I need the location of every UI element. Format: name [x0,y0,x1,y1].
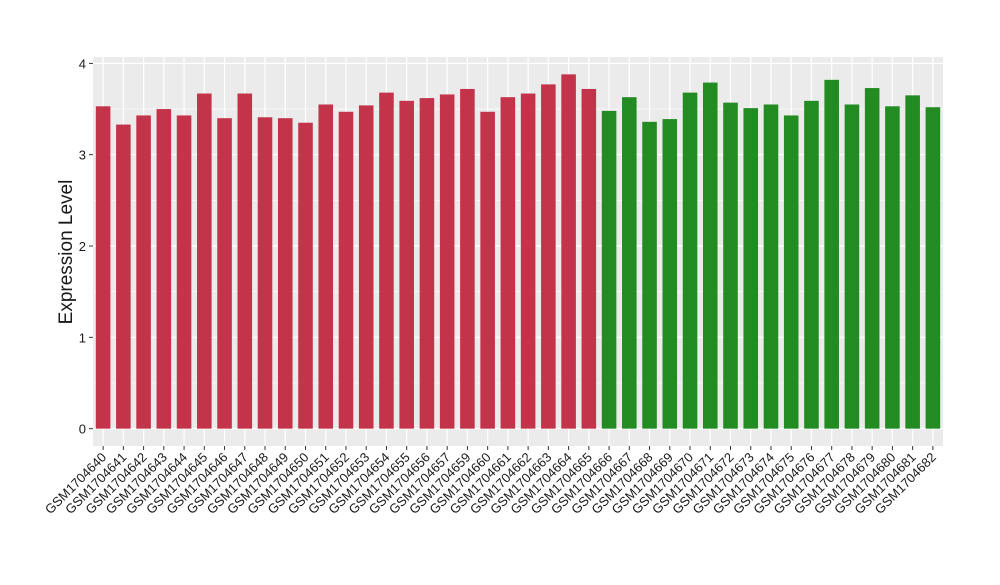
bar [500,97,516,429]
bar [439,94,455,429]
bar [136,115,151,429]
bar [460,88,475,429]
bar [257,117,273,429]
bar [197,93,212,429]
bar [318,104,334,429]
y-tick-label: 0 [79,422,86,437]
y-axis-title: Expression Level [56,180,77,325]
bar [723,102,738,429]
bar [783,115,799,429]
bar [885,106,900,429]
bar [419,98,435,429]
plot-panel [93,57,943,446]
bar [95,106,111,429]
bar [682,92,698,429]
bar [844,104,860,429]
bar [824,79,839,429]
bar [116,124,131,429]
bar [298,122,313,429]
y-tick-label: 1 [79,330,86,345]
bar [581,88,597,429]
bar [561,74,576,429]
bar [176,115,192,429]
bar [743,108,759,429]
bar [541,84,556,429]
y-tick-label: 4 [79,56,86,71]
bar [237,93,253,429]
bar [905,95,920,429]
y-tick-label: 2 [79,239,86,254]
bar [399,100,414,429]
bar [379,92,394,429]
bar [480,111,495,429]
bar [702,82,718,429]
bar [277,118,293,429]
bar [864,88,880,429]
bar [520,93,536,429]
bar [804,100,819,429]
bar [642,121,657,429]
bar [622,97,637,429]
bar [358,105,374,429]
bar [601,110,617,429]
bar [763,104,779,429]
bar [217,118,232,429]
bar [662,119,678,429]
bar [925,107,941,429]
bar [338,111,354,429]
bar [156,109,172,429]
y-tick-label: 3 [79,148,86,163]
